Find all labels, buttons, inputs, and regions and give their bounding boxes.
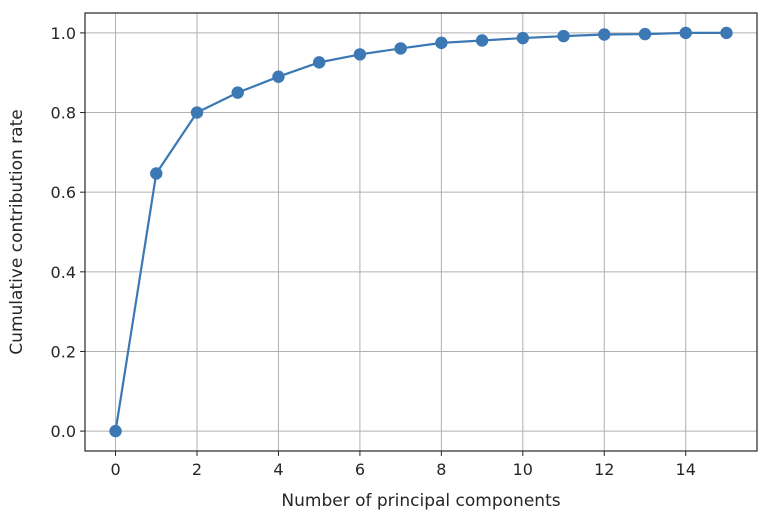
- x-tick-label: 12: [594, 460, 614, 479]
- data-point: [598, 28, 611, 41]
- data-point: [557, 29, 570, 43]
- x-tick-label: 2: [192, 460, 202, 479]
- y-tick-label: 1.0: [51, 24, 76, 43]
- series-polyline: [114, 31, 727, 432]
- y-tick-label: 0.0: [51, 422, 76, 441]
- data-point: [272, 70, 285, 83]
- x-axis-ticks: 0 2 4 6 8 10 12 14: [110, 451, 696, 479]
- y-axis-label: Cumulative contribution rate: [7, 109, 27, 354]
- x-tick-label: 8: [436, 460, 446, 479]
- data-point: [435, 36, 448, 50]
- x-tick-label: 14: [676, 460, 696, 479]
- x-tick-label: 0: [110, 460, 120, 479]
- grid: [85, 13, 757, 451]
- data-point: [109, 424, 122, 438]
- data-point: [231, 86, 244, 99]
- data-point: [516, 31, 530, 45]
- data-point: [353, 48, 367, 61]
- x-tick-label: 6: [355, 460, 365, 479]
- x-tick-label: 4: [273, 460, 283, 479]
- y-tick-label: 0.6: [51, 183, 76, 202]
- y-tick-label: 0.2: [51, 342, 76, 361]
- y-tick-label: 0.4: [51, 263, 76, 282]
- data-point: [190, 106, 204, 119]
- data-point: [475, 34, 489, 47]
- data-point: [150, 167, 163, 180]
- y-tick-label: 0.8: [51, 104, 76, 123]
- data-point: [638, 27, 652, 41]
- data-point: [394, 42, 407, 55]
- plot-frame: [84, 12, 758, 452]
- data-point: [679, 26, 692, 40]
- data-point: [312, 56, 326, 69]
- y-axis-ticks: 0.0 0.2 0.4 0.6 0.8 1.0: [51, 24, 85, 441]
- data-point: [720, 26, 733, 40]
- series-line: [109, 26, 733, 438]
- x-tick-label: 10: [513, 460, 533, 479]
- x-axis-label: Number of principal components: [281, 491, 560, 511]
